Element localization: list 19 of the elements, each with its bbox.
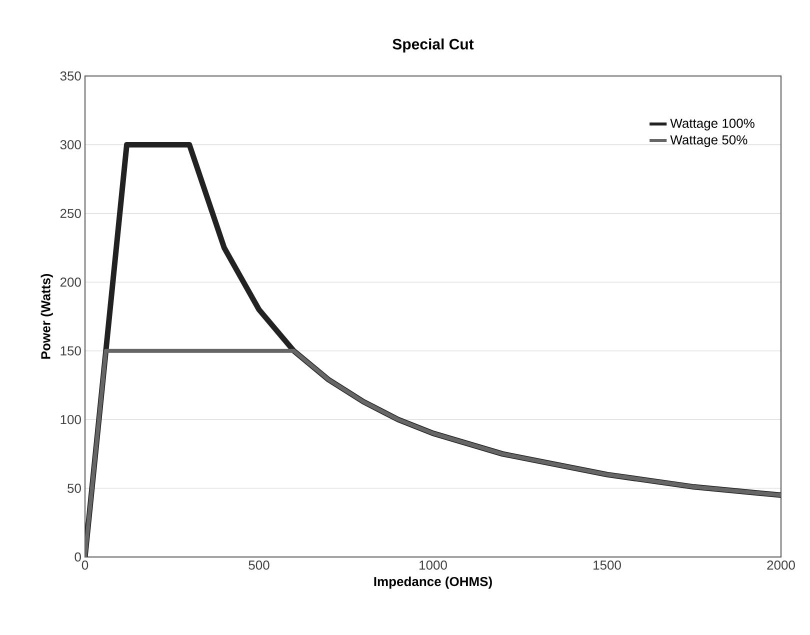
x-tick-label: 1000: [420, 560, 447, 570]
legend-label: Wattage 100%: [670, 118, 754, 130]
y-tick-label: 100: [60, 414, 81, 424]
legend-label: Wattage 50%: [670, 135, 748, 148]
y-axis-title: Power (Watts): [40, 274, 53, 359]
line-series: [85, 348, 782, 557]
chart-title: Special Cut: [392, 38, 474, 52]
y-tick-label: 150: [60, 346, 81, 356]
x-tick-label: 1500: [594, 560, 621, 570]
y-tick-label: 200: [60, 278, 81, 287]
x-tick-label: 0: [82, 560, 88, 570]
x-axis-title: Impedance (OHMS): [374, 576, 492, 589]
y-tick-label: 300: [60, 140, 81, 150]
y-tick-label: 250: [60, 208, 81, 218]
x-tick-label: 500: [248, 560, 270, 570]
x-tick-label: 2000: [767, 560, 795, 570]
y-tick-label: 0: [74, 552, 81, 562]
y-tick-label: 50: [68, 484, 81, 493]
y-tick-label: 350: [60, 71, 81, 81]
